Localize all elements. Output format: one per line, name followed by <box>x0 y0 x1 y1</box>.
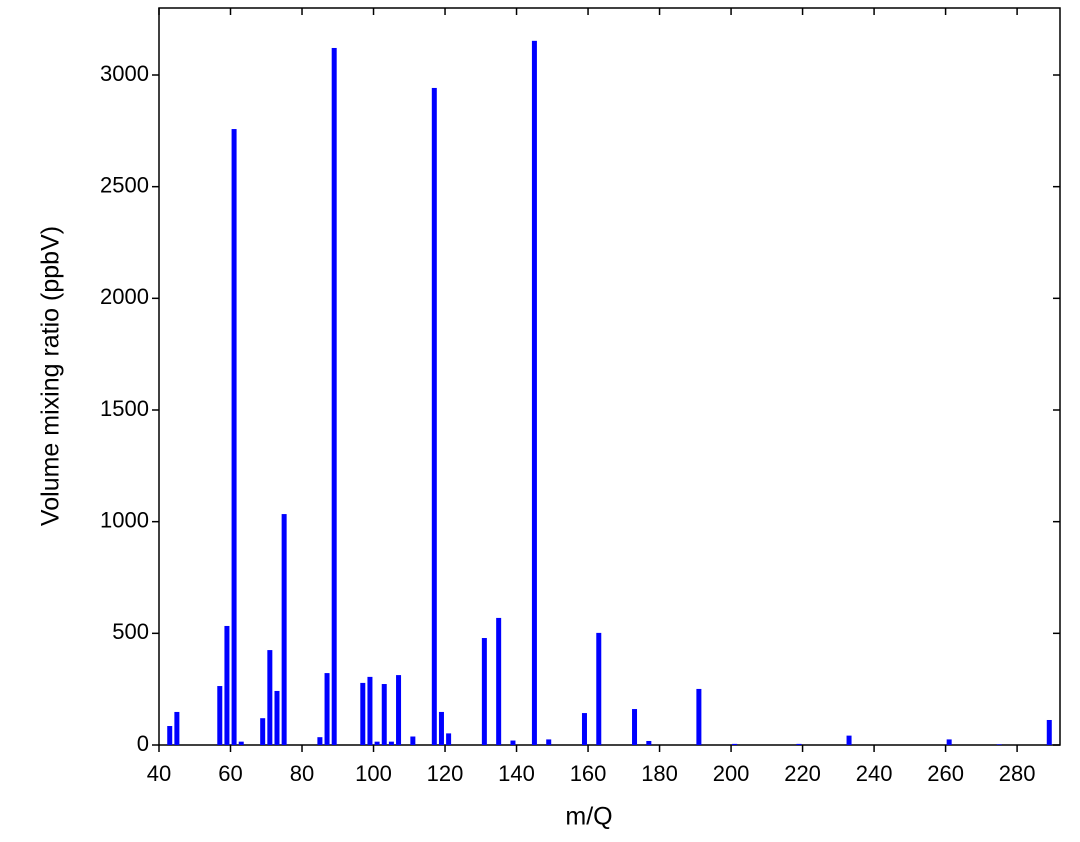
bar <box>596 632 602 745</box>
y-tick-label: 500 <box>112 619 149 644</box>
x-axis-label: m/Q <box>565 803 612 831</box>
y-tick-label: 0 <box>137 731 149 756</box>
bar <box>531 40 537 745</box>
bar <box>224 625 230 745</box>
bar <box>446 733 452 745</box>
bar <box>481 638 487 745</box>
y-tick-label: 1000 <box>100 507 149 532</box>
bar <box>281 514 287 745</box>
plot-frame <box>158 7 1061 746</box>
bar <box>796 743 802 745</box>
y-tick-label: 2000 <box>100 284 149 309</box>
bar <box>1046 719 1052 745</box>
bar <box>317 737 323 745</box>
x-tick-label: 260 <box>927 761 964 786</box>
bar <box>410 736 416 745</box>
x-tick-label: 200 <box>713 761 750 786</box>
bar <box>167 726 173 745</box>
bar <box>331 47 337 745</box>
x-tick-label: 160 <box>570 761 607 786</box>
bar <box>174 711 180 745</box>
bar <box>238 741 244 745</box>
bar <box>438 711 444 745</box>
bar <box>732 743 738 745</box>
x-tick-label: 280 <box>999 761 1036 786</box>
bar <box>260 718 266 745</box>
bar <box>632 709 638 745</box>
x-tick-label: 220 <box>784 761 821 786</box>
x-tick-label: 240 <box>856 761 893 786</box>
y-tick-label: 2500 <box>100 172 149 197</box>
bar <box>646 740 652 745</box>
bar <box>581 713 587 745</box>
x-tick-label: 140 <box>498 761 535 786</box>
bar <box>996 744 1002 745</box>
x-tick-label: 100 <box>355 761 392 786</box>
x-tick-label: 80 <box>290 761 314 786</box>
bar <box>324 673 330 745</box>
y-tick-label: 3000 <box>100 61 149 86</box>
x-tick-label: 60 <box>218 761 242 786</box>
bar <box>231 129 237 746</box>
x-tick-label: 40 <box>147 761 171 786</box>
y-tick-label: 1500 <box>100 396 149 421</box>
bar <box>274 690 280 745</box>
bar <box>360 682 366 745</box>
x-tick-label: 180 <box>641 761 678 786</box>
bar <box>510 740 516 745</box>
bar <box>431 87 437 746</box>
bar <box>381 684 387 745</box>
bar <box>846 735 852 745</box>
bar <box>946 739 952 745</box>
bar <box>217 686 223 745</box>
bar <box>374 741 380 745</box>
bar <box>267 650 273 745</box>
bar <box>696 688 702 745</box>
y-axis-label: Volume mixing ratio (ppbV) <box>37 226 65 526</box>
bar <box>388 741 394 745</box>
bar <box>396 675 402 745</box>
bar <box>367 676 373 745</box>
x-tick-label: 120 <box>427 761 464 786</box>
bar <box>546 739 552 745</box>
bar <box>496 617 502 745</box>
